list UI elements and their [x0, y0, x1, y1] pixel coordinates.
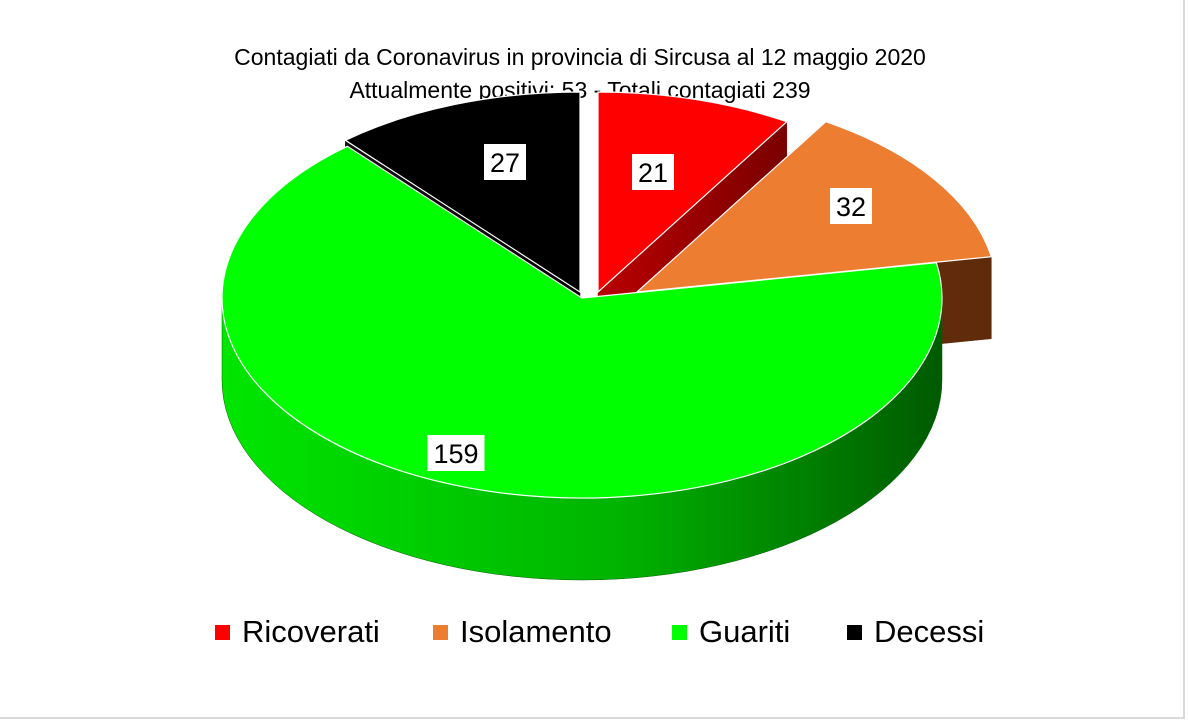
data-label-guariti: 159 — [433, 439, 478, 469]
data-label-guariti-bg — [427, 435, 485, 471]
chart-title: Contagiati da Coronavirus in provincia d… — [234, 44, 926, 70]
legend-label-guariti: Guariti — [699, 614, 791, 649]
legend-item-decessi: Decessi — [847, 612, 984, 652]
legend-swatch-isolamento — [433, 624, 448, 640]
pie-slice-ricoverati — [597, 91, 788, 294]
legend-swatch-decessi — [847, 624, 862, 640]
data-label-ricoverati-bg — [632, 154, 674, 190]
data-label-ricoverati: 21 — [638, 158, 668, 188]
legend-swatch-ricoverati — [215, 624, 230, 640]
legend-item-isolamento: Isolamento — [433, 612, 612, 652]
legend-label-decessi: Decessi — [874, 614, 985, 649]
legend-swatch-guariti — [672, 624, 687, 640]
legend-label-isolamento: Isolamento — [460, 614, 612, 649]
pie-slice-guariti — [221, 145, 943, 499]
legend-item-ricoverati: Ricoverati — [215, 612, 380, 652]
pie-slice-isolamento — [635, 121, 993, 293]
legend-item-guariti: Guariti — [672, 612, 790, 652]
pie-slice-decessi — [344, 91, 581, 294]
data-label-decessi: 27 — [490, 148, 520, 178]
data-label-decessi-bg — [484, 144, 526, 180]
data-label-isolamento: 32 — [836, 192, 866, 222]
legend-label-ricoverati: Ricoverati — [242, 614, 380, 649]
chart-legend: Ricoverati Isolamento Guariti Decessi — [0, 612, 1188, 652]
data-label-isolamento-bg — [830, 188, 872, 224]
